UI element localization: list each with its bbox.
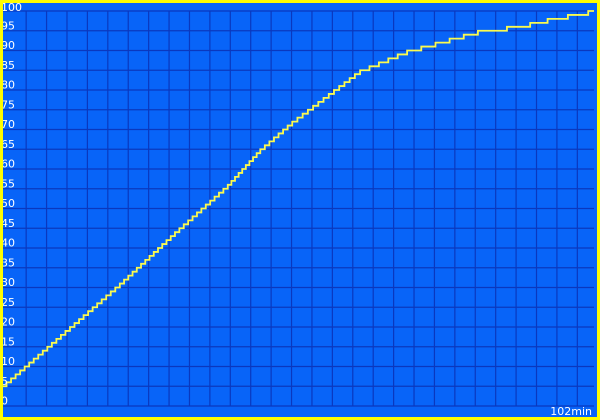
y-axis-tick-label: 75 [1,98,15,111]
y-axis-tick-label: 85 [1,59,15,72]
y-axis-tick-label: 30 [1,276,15,289]
y-axis-tick-label: 10 [1,355,15,368]
y-axis-tick-label: 20 [1,316,15,329]
y-axis-tick-label: 60 [1,158,15,171]
charge-curve-line [2,10,594,388]
horizontal-gridlines [2,10,594,407]
y-axis-tick-label: 70 [1,118,15,131]
y-axis-tick-label: 50 [1,197,15,210]
y-axis-tick-label: 5 [1,375,8,388]
y-axis-tick-label: 45 [1,217,15,230]
y-axis-tick-label: 0 [1,395,8,408]
y-axis-tick-label: 15 [1,335,15,348]
x-axis-duration-label: 102min [550,405,592,418]
y-axis-tick-label: 35 [1,256,15,269]
y-axis-tick-label: 65 [1,138,15,151]
y-axis-tick-label: 90 [1,39,15,52]
y-axis-tick-labels: 0 5 10 15 20 25 30 35 40 45 50 55 60 65 70 75 80 85 90 95 10… [1,1,22,408]
y-axis-tick-label: 100 [1,1,22,14]
y-axis-tick-label: 25 [1,296,15,309]
y-axis-tick-label: 95 [1,19,15,32]
y-axis-tick-label: 40 [1,237,15,250]
y-axis-tick-label: 80 [1,79,15,92]
y-axis-tick-label: 55 [1,177,15,190]
